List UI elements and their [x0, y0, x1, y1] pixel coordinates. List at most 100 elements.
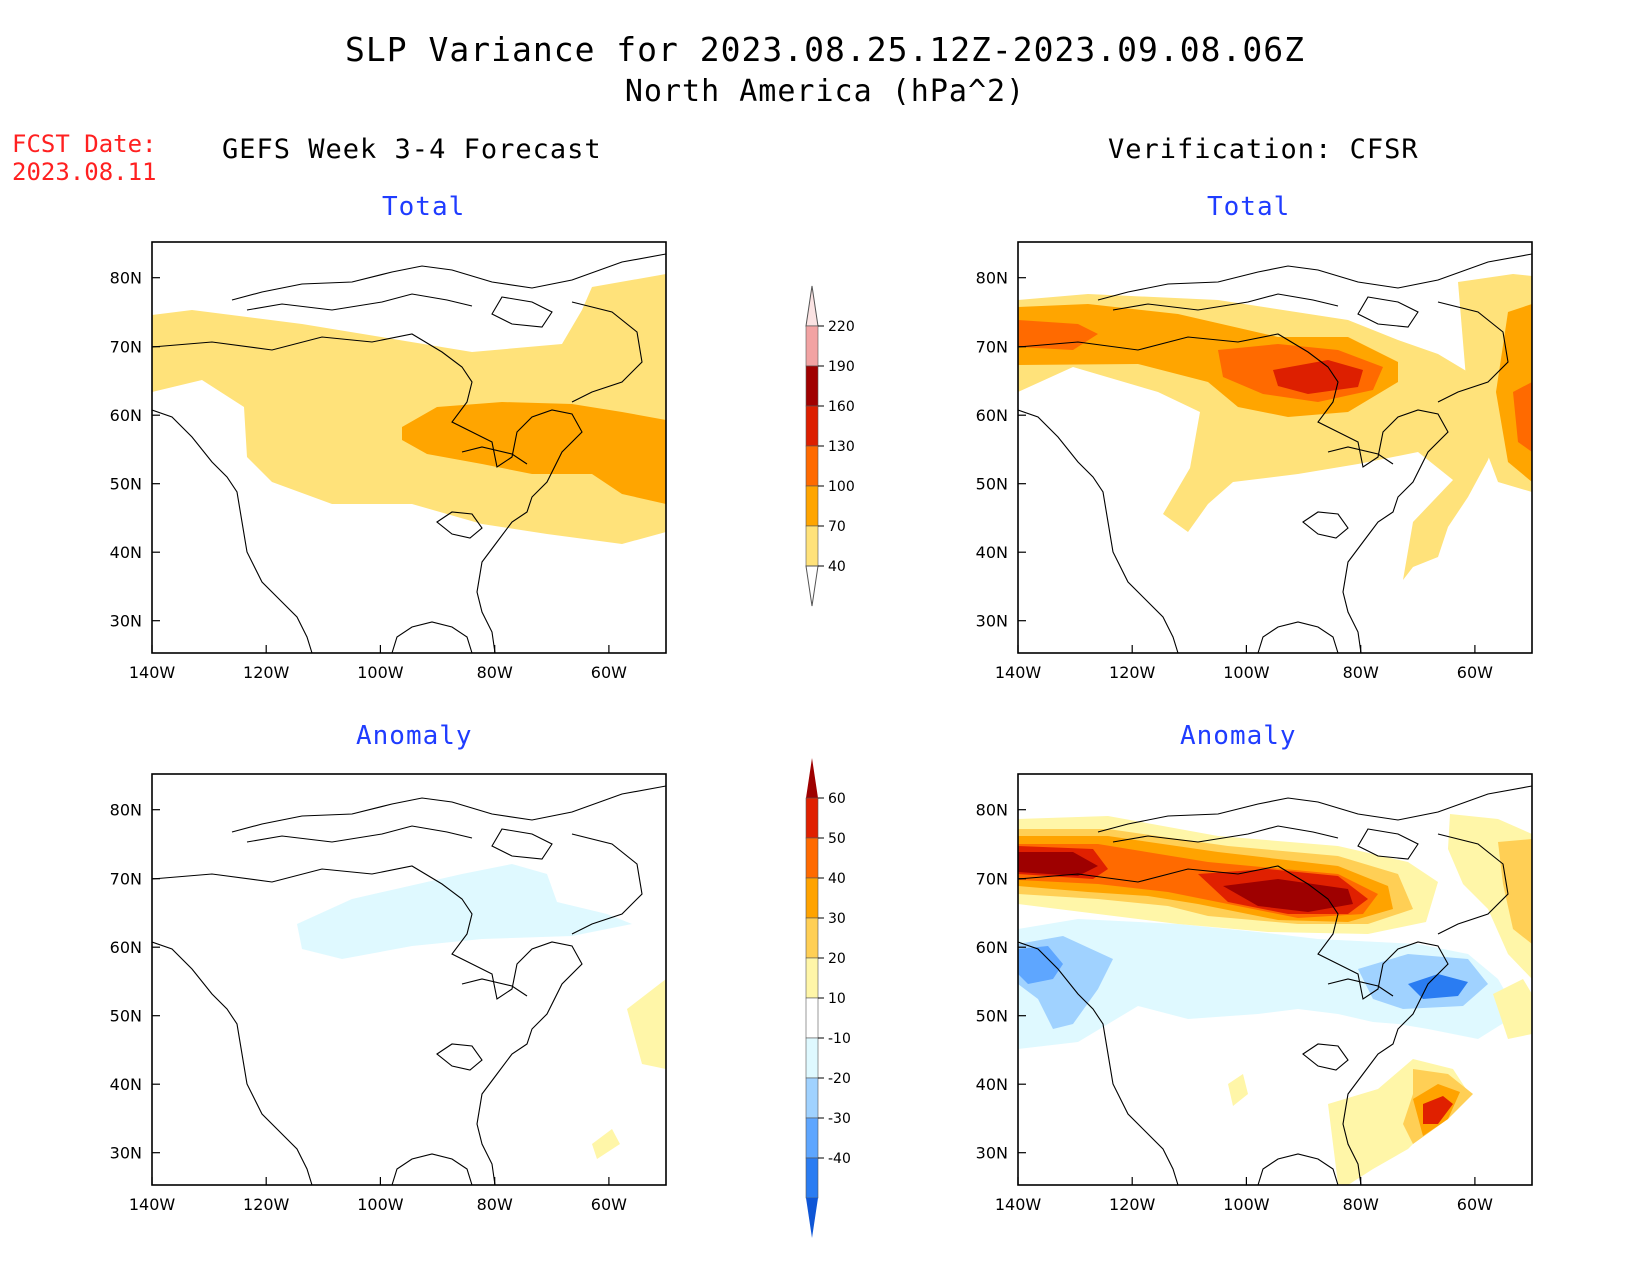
- shaded-region: [1018, 946, 1063, 984]
- colorbar-swatch: [805, 405, 819, 447]
- coastline: [152, 253, 666, 653]
- colorbar-anomaly: 60 50 40 30 20 10 -10 -20 -30 -40: [805, 758, 851, 1238]
- shaded-region: [592, 1129, 620, 1159]
- colorbar-swatch: [805, 485, 819, 527]
- map-frame: [151, 773, 667, 1186]
- lat-tick-label: 60N: [976, 406, 1008, 425]
- lon-tick-label: 140W: [129, 1195, 176, 1214]
- lon-tick-label: 80W: [477, 663, 513, 682]
- lon-tick-label: 60W: [1457, 1195, 1493, 1214]
- lat-tick-label: 70N: [110, 870, 142, 889]
- lon-tick-label: 80W: [477, 1195, 513, 1214]
- lon-tick-label: 120W: [1109, 663, 1156, 682]
- colorbar-label: 40: [828, 871, 846, 887]
- colorbar-swatch: [805, 997, 819, 1039]
- map-frame: [1017, 241, 1533, 654]
- colorbar-label: 50: [828, 831, 846, 847]
- colorbar-label: 190: [828, 359, 855, 375]
- shaded-region: [402, 402, 666, 504]
- lat-tick-label: 80N: [110, 269, 142, 288]
- main-title: SLP Variance for 2023.08.25.12Z-2023.09.…: [345, 30, 1305, 69]
- colorbar-label: 30: [828, 911, 846, 927]
- colorbar-label: 160: [828, 399, 855, 415]
- colorbar-label: 60: [828, 791, 846, 807]
- lat-tick-label: 80N: [976, 269, 1008, 288]
- map-panel-gefs-total: 140W 120W 100W 80W 60W 80N 70N 60N 50N 40N 30N: [110, 241, 667, 682]
- shaded-region: [1408, 974, 1468, 999]
- shaded-region: [1018, 852, 1098, 876]
- map-panel-cfsr-anomaly: 140W 120W 100W 80W 60W 80N 70N 60N 50N 40N 30N: [976, 773, 1533, 1214]
- colorbar-label: 40: [828, 559, 846, 575]
- shaded-region: [1498, 839, 1532, 944]
- lat-tick-label: 30N: [976, 1144, 1008, 1163]
- lon-tick-label: 120W: [1109, 1195, 1156, 1214]
- colorbar-swatch: [805, 1157, 819, 1199]
- shaded-field-gefs-anomaly: [152, 774, 666, 1185]
- gefs-column-heading: GEFS Week 3-4 Forecast: [222, 134, 602, 165]
- coastline: [1018, 785, 1532, 1185]
- lon-tick-label: 140W: [129, 663, 176, 682]
- map-panel-gefs-anomaly: 140W 120W 100W 80W 60W 80N 70N 60N 50N 40N 30N: [110, 773, 667, 1214]
- colorbar-label: -30: [828, 1111, 851, 1127]
- lon-tick-label: 100W: [357, 663, 404, 682]
- colorbar-swatch: [805, 365, 819, 407]
- lon-tick-label: 100W: [1223, 663, 1270, 682]
- fcst-date-label: FCST Date:: [12, 130, 157, 158]
- panel-title-cfsr-anomaly: Anomaly: [1180, 721, 1297, 751]
- lon-tick-label: 100W: [357, 1195, 404, 1214]
- lon-tick-label: 100W: [1223, 1195, 1270, 1214]
- colorbar-swatch: [805, 797, 819, 839]
- lat-tick-label: 70N: [976, 870, 1008, 889]
- colorbar-swatch: [805, 1077, 819, 1119]
- shaded-region: [627, 979, 666, 1069]
- colorbar-swatch: [805, 1117, 819, 1159]
- colorbar-label: -40: [828, 1151, 851, 1167]
- lon-tick-label: 60W: [591, 1195, 627, 1214]
- colorbar-swatch: [805, 525, 819, 567]
- lon-tick-label: 140W: [995, 1195, 1042, 1214]
- map-frame: [1017, 773, 1533, 1186]
- lat-tick-label: 70N: [976, 338, 1008, 357]
- shaded-region: [1223, 879, 1353, 912]
- lat-tick-label: 40N: [110, 1075, 142, 1094]
- panel-title-gefs-anomaly: Anomaly: [356, 721, 473, 751]
- lat-tick-label: 40N: [976, 1075, 1008, 1094]
- colorbar-swatch: [805, 325, 819, 367]
- colorbar-label: 10: [828, 991, 846, 1007]
- colorbar-swatch: [805, 957, 819, 999]
- shaded-region: [1423, 1096, 1453, 1124]
- shaded-region: [297, 864, 632, 959]
- lat-tick-label: 60N: [976, 938, 1008, 957]
- lon-tick-label: 80W: [1343, 663, 1379, 682]
- lat-tick-label: 60N: [110, 406, 142, 425]
- fcst-date-value: 2023.08.11: [12, 158, 157, 186]
- lon-tick-label: 60W: [1457, 663, 1493, 682]
- lon-tick-label: 60W: [591, 663, 627, 682]
- panel-title-gefs-total: Total: [382, 192, 466, 222]
- shaded-region: [1273, 360, 1363, 394]
- lat-tick-label: 30N: [110, 612, 142, 631]
- shaded-region: [1513, 382, 1532, 452]
- lon-tick-label: 80W: [1343, 1195, 1379, 1214]
- panel-title-cfsr-total: Total: [1207, 192, 1291, 222]
- colorbar-total: 220 190 160 130 100 70 40: [805, 285, 855, 607]
- sub-title: North America (hPa^2): [624, 74, 1026, 109]
- lat-tick-label: 40N: [976, 543, 1008, 562]
- colorbar-swatch: [805, 837, 819, 879]
- lat-tick-label: 30N: [110, 1144, 142, 1163]
- colorbar-label: 130: [828, 439, 855, 455]
- lat-tick-label: 50N: [110, 1007, 142, 1026]
- shaded-region: [1228, 1074, 1248, 1106]
- colorbar-label: 220: [828, 319, 855, 335]
- shaded-field-gefs-total: [152, 242, 666, 653]
- lon-tick-label: 140W: [995, 663, 1042, 682]
- shaded-region: [1493, 979, 1532, 1039]
- lon-tick-label: 120W: [243, 1195, 290, 1214]
- colorbar-label: 20: [828, 951, 846, 967]
- lat-tick-label: 30N: [976, 612, 1008, 631]
- coastline: [152, 785, 666, 1185]
- colorbar-swatch: [805, 1037, 819, 1079]
- lat-tick-label: 80N: [976, 801, 1008, 820]
- colorbar-swatch: [805, 445, 819, 487]
